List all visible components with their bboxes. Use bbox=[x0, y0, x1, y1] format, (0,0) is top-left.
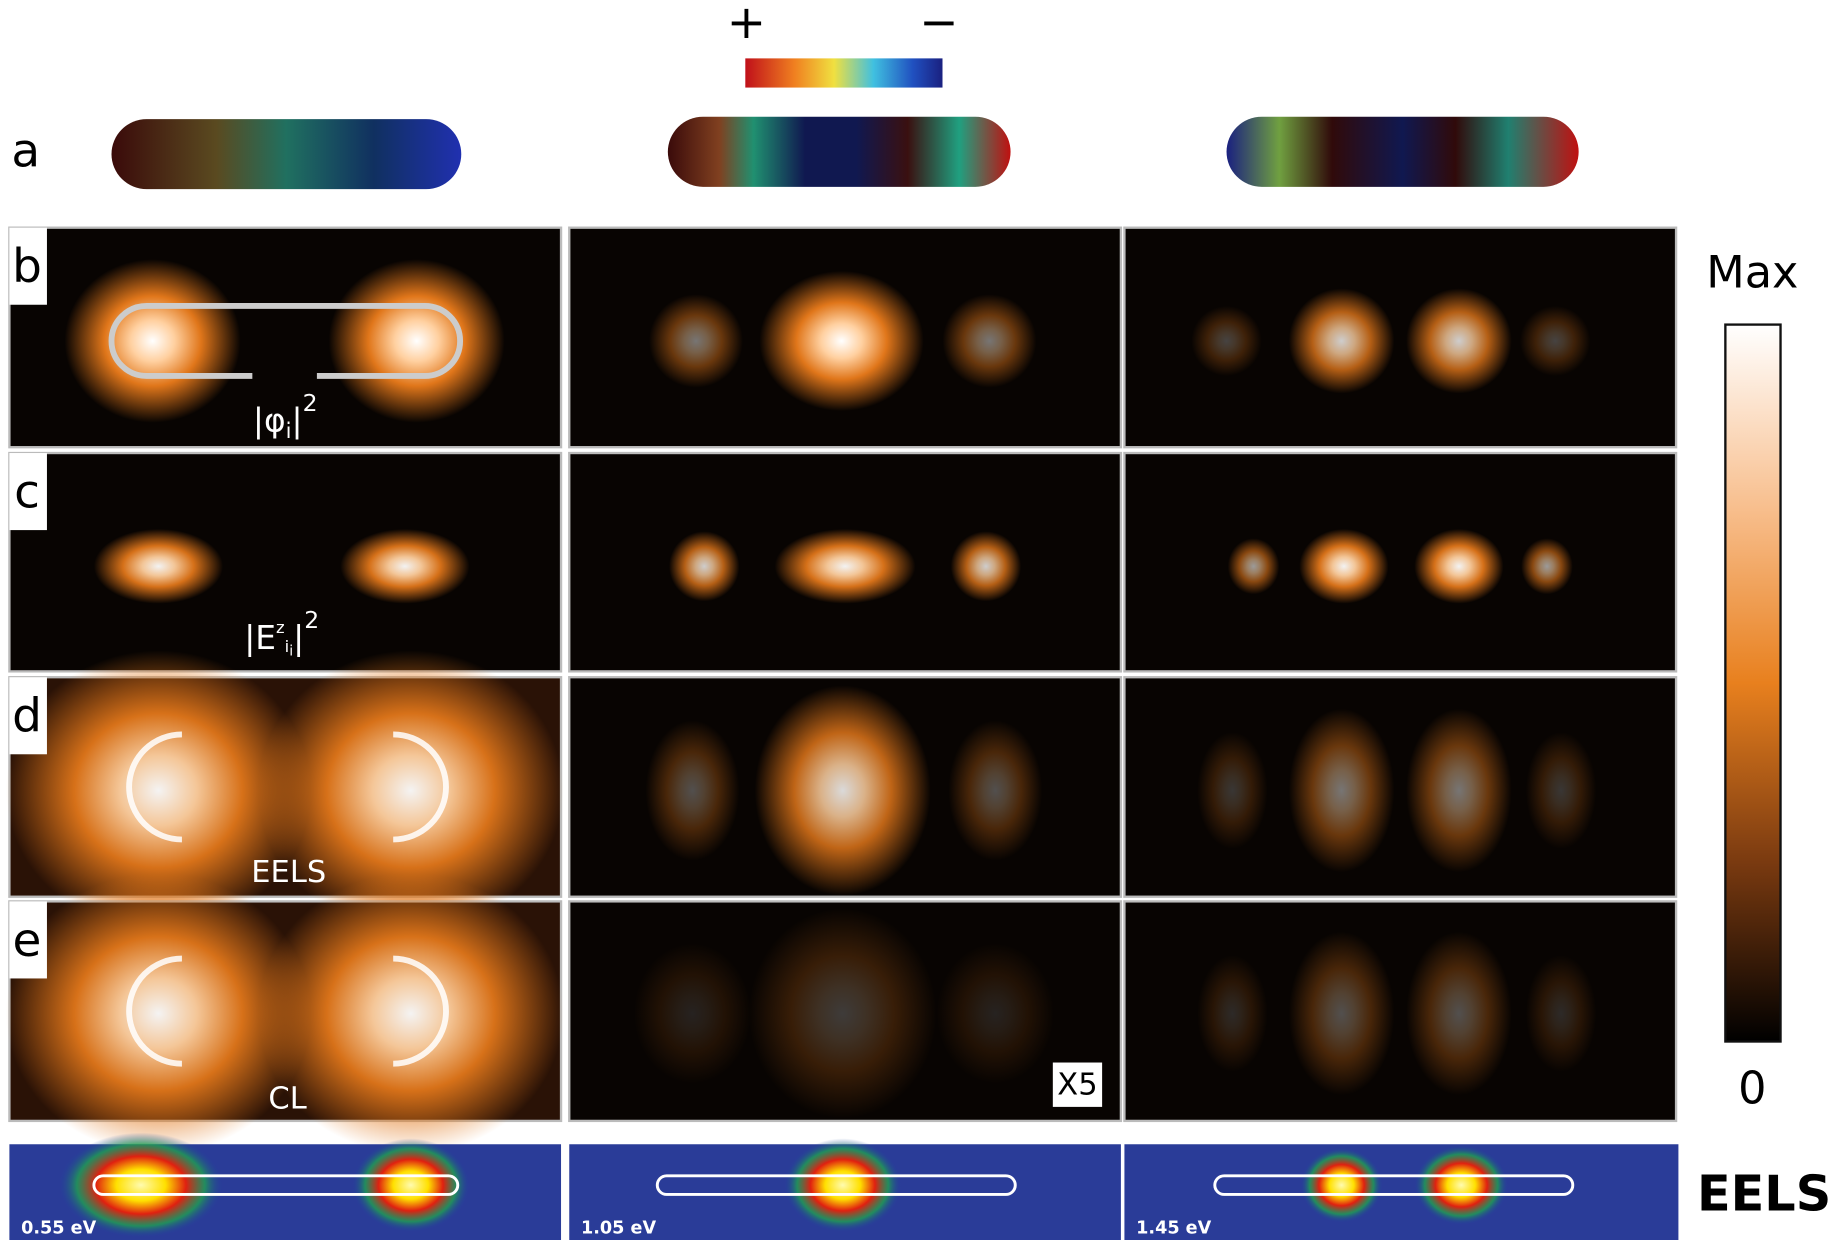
field-blob bbox=[1521, 538, 1573, 594]
energy-label: 0.55 eV bbox=[21, 1218, 96, 1238]
row-label: d bbox=[12, 690, 42, 744]
annotation-part: | bbox=[292, 402, 303, 440]
eels-label: EELS bbox=[1697, 1164, 1831, 1222]
plus-label: + bbox=[727, 0, 766, 50]
energy-label: 1.05 eV bbox=[581, 1218, 656, 1238]
field-blob bbox=[1526, 955, 1596, 1072]
field-blob bbox=[1289, 932, 1395, 1095]
field-blob bbox=[1406, 288, 1512, 393]
annotation-part: z bbox=[276, 618, 285, 637]
energy-label: 1.45 eV bbox=[1136, 1218, 1211, 1238]
field-blob bbox=[1414, 529, 1503, 604]
annotation-part: | bbox=[293, 619, 304, 657]
field-blob bbox=[755, 685, 931, 895]
field-blob bbox=[1289, 288, 1395, 393]
field-blob bbox=[1520, 306, 1590, 376]
colorbar-max: Max bbox=[1706, 248, 1798, 299]
annotation: EELS bbox=[251, 855, 326, 890]
field-blob bbox=[649, 294, 743, 387]
annotation-part: 2 bbox=[303, 389, 318, 417]
figure: + − a bcde|φi|2|Ezii|2EELSCLX5 Max 0 0.5… bbox=[0, 0, 1831, 1240]
field-blob bbox=[65, 259, 241, 422]
row-label: a bbox=[11, 125, 40, 179]
field-blob bbox=[1228, 538, 1280, 594]
colorbar-min: 0 bbox=[1738, 1064, 1766, 1115]
experimental-maps: 0.55 eV 1.05 eV 1.45 eV bbox=[9, 1133, 1678, 1240]
row-label: e bbox=[13, 914, 42, 968]
field-blob bbox=[1197, 732, 1267, 849]
field-blob bbox=[1299, 529, 1388, 604]
field-blob bbox=[1526, 732, 1596, 849]
field-blob bbox=[669, 531, 739, 601]
minus-label: − bbox=[919, 0, 958, 50]
field-blob bbox=[340, 529, 469, 604]
eels-hotspot bbox=[784, 1138, 901, 1231]
row-label: c bbox=[14, 466, 40, 520]
field-blob bbox=[634, 943, 751, 1083]
row-label: b bbox=[12, 240, 42, 294]
eels-hotspot bbox=[1414, 1145, 1508, 1224]
phase-colorbar bbox=[745, 58, 942, 87]
rod-charge bbox=[1227, 117, 1579, 187]
field-blob bbox=[942, 294, 1036, 387]
rod-charge bbox=[112, 119, 462, 189]
eels-hotspot bbox=[1300, 1148, 1382, 1223]
eels-hotspot bbox=[352, 1138, 469, 1231]
field-blob bbox=[937, 943, 1054, 1083]
rod-charge bbox=[668, 117, 1011, 187]
page: {"header": {"plus": "+", "minus": "−"}, … bbox=[0, 0, 1831, 1240]
field-blob bbox=[94, 529, 223, 604]
field-blob bbox=[951, 531, 1021, 601]
field-blob bbox=[646, 720, 740, 860]
field-blob bbox=[1197, 955, 1267, 1072]
field-blob bbox=[775, 529, 916, 604]
map-panel bbox=[1124, 453, 1676, 671]
annotation: CL bbox=[268, 1081, 306, 1116]
field-blob bbox=[329, 259, 505, 422]
field-blob bbox=[948, 720, 1042, 860]
annotation-part: |φ bbox=[253, 402, 286, 440]
annotation-part: 2 bbox=[304, 606, 319, 634]
field-blob bbox=[1406, 709, 1512, 872]
field-blob bbox=[1191, 306, 1261, 376]
annotation: X5 bbox=[1057, 1067, 1097, 1102]
field-blob bbox=[759, 271, 923, 411]
field-blob bbox=[749, 908, 937, 1118]
intensity-colorbar bbox=[1725, 325, 1780, 1042]
field-blob bbox=[1289, 709, 1395, 872]
annotation-part: |E bbox=[244, 619, 276, 657]
field-blob bbox=[1406, 932, 1512, 1095]
